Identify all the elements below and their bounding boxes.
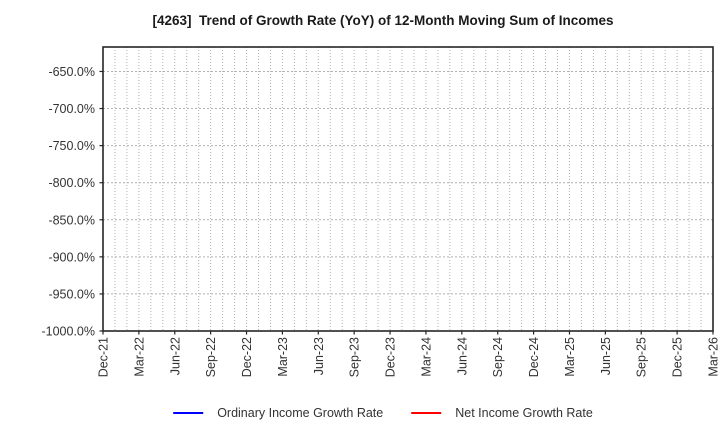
x-axis-tick-label: Mar-23 [276, 337, 290, 377]
y-axis-tick-label: -750.0% [48, 139, 95, 153]
legend: Ordinary Income Growth Rate Net Income Gr… [173, 406, 593, 420]
legend-item-net-income: Net Income Growth Rate [411, 406, 593, 420]
y-axis-tick-label: -700.0% [48, 102, 95, 116]
legend-label: Net Income Growth Rate [455, 406, 593, 420]
x-axis-tick-label: Jun-24 [455, 337, 469, 375]
y-axis-tick-label: -850.0% [48, 213, 95, 227]
y-axis-tick-label: -650.0% [48, 65, 95, 79]
x-axis-tick-label: Jun-25 [599, 337, 613, 375]
x-axis-tick-label: Mar-22 [132, 337, 146, 377]
legend-line-swatch [173, 412, 204, 414]
x-axis-tick-label: Mar-24 [419, 337, 433, 377]
x-axis-tick-label: Dec-24 [527, 337, 541, 377]
x-axis-tick-label: Dec-22 [240, 337, 254, 377]
legend-label: Ordinary Income Growth Rate [217, 406, 384, 420]
x-axis-tick-label: Sep-23 [348, 337, 362, 377]
x-axis-tick-label: Mar-26 [707, 337, 720, 377]
x-axis-tick-label: Mar-25 [563, 337, 577, 377]
y-axis-tick-label: -1000.0% [41, 325, 95, 339]
y-axis-tick-label: -950.0% [48, 287, 95, 301]
x-axis-tick-label: Dec-21 [97, 337, 111, 377]
x-axis-tick-label: Sep-24 [491, 337, 505, 377]
x-axis-tick-label: Sep-25 [635, 337, 649, 377]
x-axis-tick-label: Dec-23 [384, 337, 398, 377]
x-axis-tick-label: Dec-25 [671, 337, 685, 377]
chart-title: [4263] Trend of Growth Rate (YoY) of 12-… [152, 13, 614, 28]
y-axis-tick-label: -800.0% [48, 176, 95, 190]
x-axis-tick-label: Jun-23 [312, 337, 326, 375]
y-axis-tick-label: -900.0% [48, 250, 95, 264]
x-axis-tick-label: Jun-22 [168, 337, 182, 375]
x-axis-tick-label: Sep-22 [204, 337, 218, 377]
legend-item-ordinary-income: Ordinary Income Growth Rate [173, 406, 383, 420]
axis-spines [102, 46, 714, 332]
legend-line-swatch [411, 412, 442, 414]
